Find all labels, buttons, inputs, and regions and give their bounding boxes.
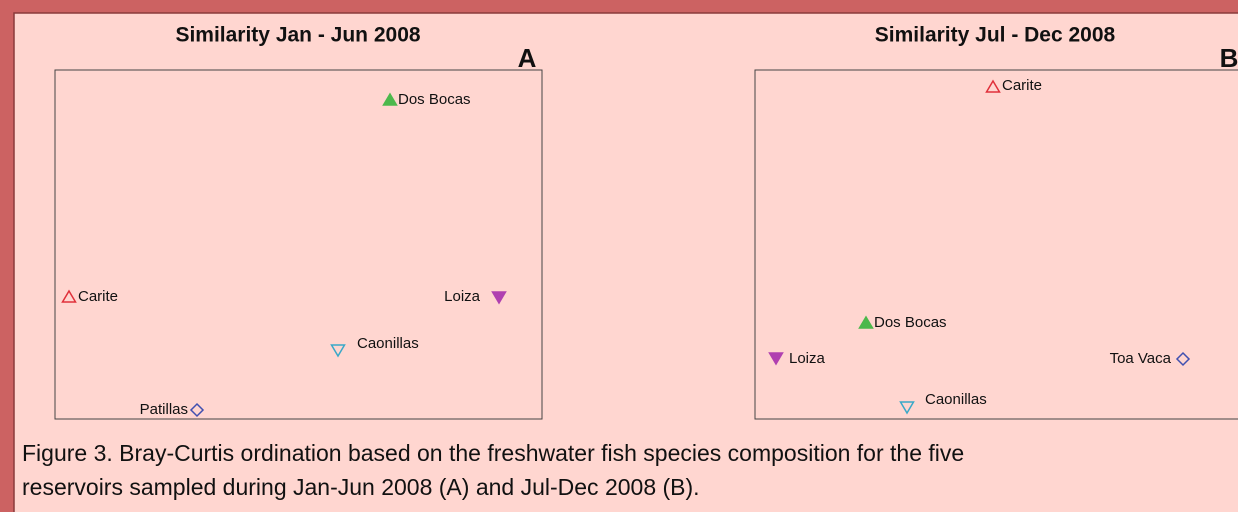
point-marker — [858, 315, 874, 329]
point-marker — [491, 291, 507, 305]
panel-letter: A — [518, 43, 537, 73]
point-label: Caonillas — [925, 391, 987, 408]
panel-frame — [754, 69, 1238, 420]
point-label: Toa Vaca — [1110, 350, 1172, 367]
point-marker — [1175, 351, 1191, 367]
point-label: Loiza — [444, 288, 481, 305]
point-marker — [330, 344, 346, 358]
panel-title: Similarity Jan - Jun 2008 — [175, 24, 420, 47]
panel-letter: B — [1220, 43, 1238, 73]
point-label: Patillas — [140, 401, 188, 418]
point-label: Carite — [1002, 77, 1042, 94]
figure-background — [13, 12, 1238, 512]
panel-title: Similarity Jul - Dec 2008 — [875, 24, 1116, 47]
point-marker — [189, 402, 205, 418]
caption-line: Figure 3. Bray-Curtis ordination based o… — [22, 440, 964, 466]
point-marker — [61, 289, 77, 303]
point-marker — [899, 401, 915, 415]
point-label: Dos Bocas — [398, 91, 471, 108]
point-marker — [382, 92, 398, 106]
point-marker — [985, 79, 1001, 93]
point-label: Carite — [78, 288, 118, 305]
caption-line: reservoirs sampled during Jan-Jun 2008 (… — [22, 474, 700, 500]
point-label: Dos Bocas — [874, 314, 947, 331]
point-label: Loiza — [789, 350, 826, 367]
point-label: Caonillas — [357, 335, 419, 352]
point-marker — [768, 352, 784, 366]
panel-frame — [54, 69, 543, 420]
